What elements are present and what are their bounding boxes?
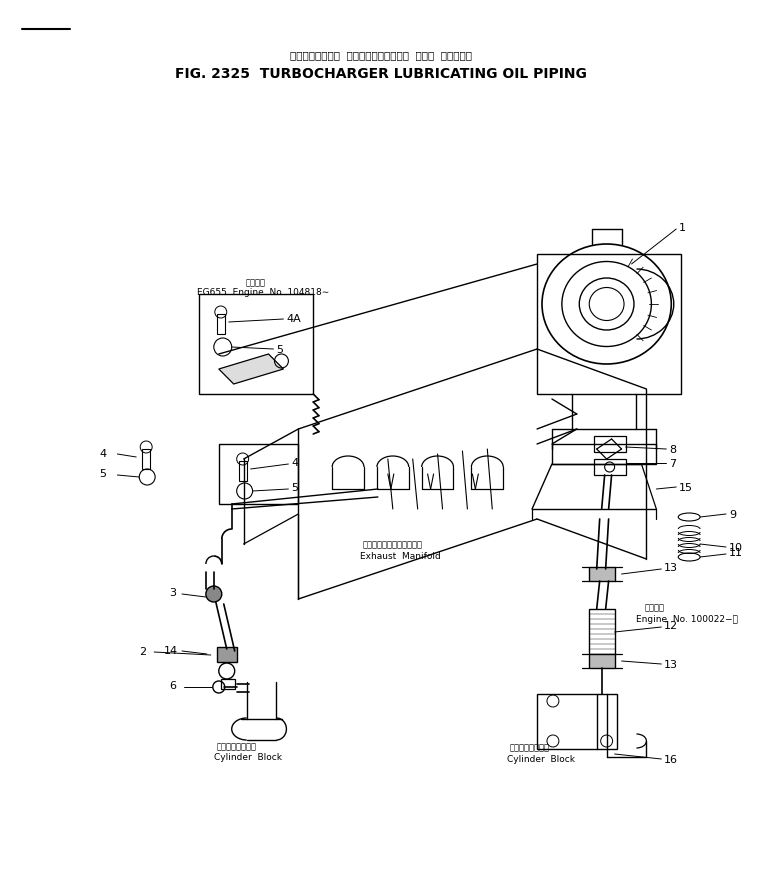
Circle shape [206, 587, 222, 602]
Text: 3: 3 [169, 587, 176, 597]
Text: 適用番号: 適用番号 [246, 278, 266, 287]
Text: Exhaust  Manifold: Exhaust Manifold [360, 552, 440, 561]
Bar [219, 444, 298, 505]
Text: エキゾーストマニホールド: エキゾーストマニホールド [363, 540, 423, 549]
Text: 5: 5 [277, 344, 283, 355]
Text: 8: 8 [669, 444, 676, 455]
Text: 4: 4 [100, 449, 106, 458]
Text: 11: 11 [729, 547, 743, 558]
Bar [552, 444, 656, 464]
Text: ターボチャージャ  ルーブリケーティング  オイル  パイピング: ターボチャージャ ルーブリケーティング オイル パイピング [290, 50, 472, 60]
Bar [537, 255, 681, 394]
Text: Engine  No. 100022−・: Engine No. 100022−・ [637, 615, 738, 623]
Text: 9: 9 [729, 509, 736, 520]
Bar [537, 694, 617, 749]
Text: 1: 1 [679, 223, 686, 233]
Bar [594, 459, 626, 476]
Bar [142, 450, 150, 470]
Text: 16: 16 [664, 754, 679, 764]
Polygon shape [219, 355, 283, 385]
Text: シリンダブロック: シリンダブロック [509, 743, 549, 752]
Bar [594, 436, 626, 452]
Bar [589, 609, 614, 654]
Text: 14: 14 [164, 645, 178, 655]
Text: Cylinder  Block: Cylinder Block [214, 752, 282, 761]
Text: 5: 5 [100, 469, 106, 479]
Text: シリンダブロック: シリンダブロック [217, 742, 257, 751]
Text: 7: 7 [669, 458, 676, 469]
Bar [589, 654, 614, 668]
Text: 13: 13 [664, 563, 679, 572]
Text: 4A: 4A [286, 313, 301, 324]
Bar [221, 680, 234, 689]
Bar [217, 314, 224, 335]
Bar [589, 567, 614, 581]
Text: 15: 15 [679, 482, 693, 493]
Text: FIG. 2325  TURBOCHARGER LUBRICATING OIL PIPING: FIG. 2325 TURBOCHARGER LUBRICATING OIL P… [175, 67, 587, 81]
Text: Cylinder  Block: Cylinder Block [507, 754, 575, 764]
Text: 6: 6 [169, 680, 176, 690]
Text: 12: 12 [664, 620, 679, 630]
Text: EG655  Engine  No. 104818∼: EG655 Engine No. 104818∼ [197, 288, 329, 297]
Bar [217, 647, 237, 662]
Text: 2: 2 [139, 646, 146, 656]
Bar [239, 462, 247, 481]
Bar [199, 295, 313, 394]
Text: 5: 5 [291, 482, 299, 493]
Text: 4: 4 [291, 457, 299, 467]
Text: 13: 13 [664, 659, 679, 669]
Text: 10: 10 [729, 543, 743, 552]
Text: 適用番号: 適用番号 [644, 603, 664, 612]
